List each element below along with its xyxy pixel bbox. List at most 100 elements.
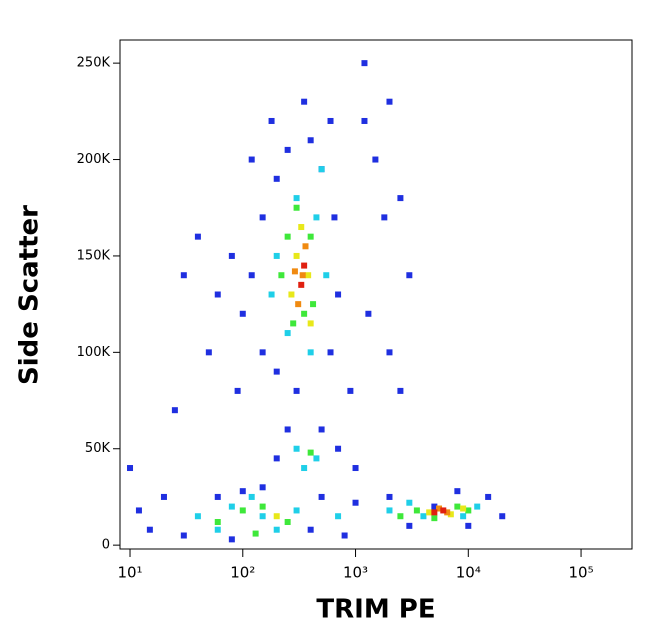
point	[278, 272, 285, 279]
point	[146, 526, 153, 533]
point	[239, 488, 246, 495]
point	[180, 532, 187, 539]
point	[335, 513, 342, 520]
point	[284, 519, 291, 526]
point	[273, 455, 280, 462]
point	[295, 301, 302, 308]
point	[436, 505, 443, 512]
point	[298, 281, 305, 288]
point	[406, 522, 413, 529]
point	[352, 465, 359, 472]
point	[413, 507, 420, 514]
point	[273, 513, 280, 520]
point	[248, 156, 255, 163]
point	[465, 507, 472, 514]
point	[284, 146, 291, 153]
point	[465, 522, 472, 529]
point	[214, 291, 221, 298]
point	[284, 330, 291, 337]
point	[397, 513, 404, 520]
point	[293, 445, 300, 452]
point	[361, 60, 368, 67]
point	[335, 445, 342, 452]
point	[268, 117, 275, 124]
point	[454, 488, 461, 495]
point	[293, 204, 300, 211]
point	[160, 493, 167, 500]
point	[228, 252, 235, 259]
point	[313, 214, 320, 221]
point	[397, 387, 404, 394]
point	[474, 503, 481, 510]
y-tick-label: 150K	[77, 248, 111, 263]
point	[214, 526, 221, 533]
point	[248, 272, 255, 279]
x-tick-label: 10¹	[117, 564, 142, 582]
y-tick-label: 200K	[77, 152, 111, 167]
point	[381, 214, 388, 221]
point	[485, 493, 492, 500]
point	[248, 493, 255, 500]
point	[347, 387, 354, 394]
point	[194, 513, 201, 520]
point	[386, 493, 393, 500]
point	[252, 530, 259, 537]
y-tick-label: 250K	[77, 56, 111, 71]
point	[214, 493, 221, 500]
point	[307, 349, 314, 356]
point	[301, 465, 308, 472]
point	[291, 268, 298, 275]
point	[259, 214, 266, 221]
point	[259, 484, 266, 491]
point	[305, 272, 312, 279]
point	[447, 511, 454, 518]
point	[386, 98, 393, 105]
point	[307, 233, 314, 240]
point	[273, 175, 280, 182]
point	[440, 507, 447, 514]
point	[284, 426, 291, 433]
point	[273, 252, 280, 259]
point	[171, 407, 178, 414]
point	[228, 536, 235, 543]
point	[290, 320, 297, 327]
point	[259, 503, 266, 510]
point	[259, 513, 266, 520]
point	[135, 507, 142, 514]
plot-frame	[119, 39, 633, 550]
point	[299, 272, 306, 279]
point	[293, 252, 300, 259]
point	[273, 368, 280, 375]
point	[397, 195, 404, 202]
point	[327, 349, 334, 356]
point	[352, 499, 359, 506]
y-tick-label: 100K	[77, 345, 111, 360]
point	[318, 426, 325, 433]
y-tick-label: 50K	[85, 441, 111, 456]
point	[288, 291, 295, 298]
point	[341, 532, 348, 539]
point	[444, 509, 451, 516]
x-tick-label: 10²	[230, 564, 255, 582]
point	[301, 310, 308, 317]
point	[386, 349, 393, 356]
point	[214, 519, 221, 526]
point	[372, 156, 379, 163]
point	[298, 224, 305, 231]
point	[406, 272, 413, 279]
point	[293, 387, 300, 394]
point	[406, 499, 413, 506]
point	[323, 272, 330, 279]
point	[234, 387, 241, 394]
y-tick-label: 0	[102, 538, 110, 553]
x-axis-title: TRIM PE	[316, 595, 435, 625]
y-axis-title: Side Scatter	[15, 205, 45, 385]
point	[431, 503, 438, 510]
x-tick-label: 10⁵	[569, 564, 594, 582]
point	[318, 493, 325, 500]
point	[284, 233, 291, 240]
point	[259, 349, 266, 356]
point	[460, 513, 467, 520]
point	[460, 505, 467, 512]
